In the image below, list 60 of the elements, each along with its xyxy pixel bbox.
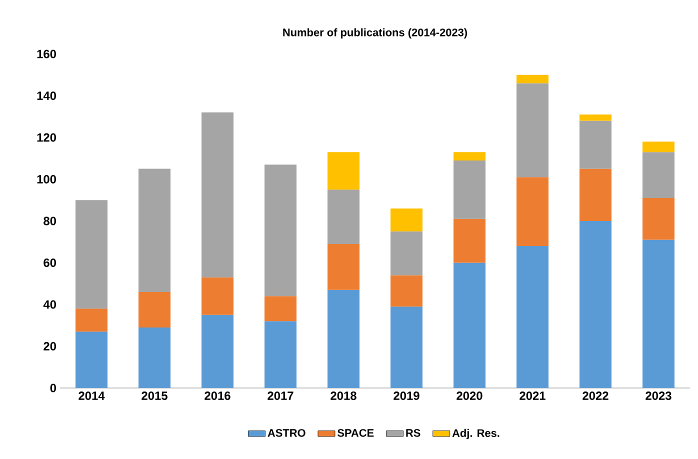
bar <box>76 200 108 309</box>
bar <box>642 152 675 198</box>
x-tick-label: 2018 <box>330 392 356 400</box>
legend-label: SPACE <box>337 429 374 437</box>
legend-label: ASTRO <box>268 429 306 437</box>
bar <box>202 112 234 278</box>
bar <box>580 220 612 388</box>
bar <box>390 208 423 232</box>
bar <box>390 275 423 307</box>
y-tick-label: 80 <box>44 216 56 226</box>
bar <box>390 306 423 388</box>
bar <box>328 244 360 290</box>
x-tick-label: 2019 <box>394 392 420 400</box>
bar <box>202 277 234 315</box>
x-tick-label: 2022 <box>582 392 608 400</box>
bar <box>580 120 612 169</box>
bar <box>454 218 486 263</box>
legend-label: RS <box>406 429 420 437</box>
bar <box>516 246 549 388</box>
bar <box>138 327 171 388</box>
y-tick-label: 140 <box>37 92 56 100</box>
y-tick-label: 40 <box>43 300 56 309</box>
x-tick-label: 2015 <box>142 392 168 400</box>
bar <box>328 152 360 190</box>
bar <box>76 308 108 332</box>
bar <box>642 142 675 152</box>
bar <box>580 168 612 221</box>
x-tick-label: 2014 <box>78 392 105 400</box>
y-tick-label: 120 <box>37 133 56 142</box>
bar <box>264 164 297 296</box>
x-tick-label: 2016 <box>204 392 230 400</box>
y-tick-label: 0 <box>50 384 56 392</box>
bar <box>264 321 297 388</box>
chart-title: Number of publications (2014-2023) <box>283 28 468 38</box>
x-tick-label: 2017 <box>268 392 294 400</box>
x-tick-label: 2021 <box>520 392 546 400</box>
bar <box>642 198 675 240</box>
bar <box>642 240 675 388</box>
bar <box>580 114 612 121</box>
bar <box>138 168 171 292</box>
bar <box>328 190 360 244</box>
bar <box>76 332 108 388</box>
legend-label: Adj. Res. <box>452 428 500 440</box>
bar <box>202 314 234 388</box>
bar <box>454 160 486 219</box>
y-tick-label: 100 <box>37 175 56 184</box>
bar <box>264 296 297 322</box>
x-tick-label: 2023 <box>646 392 672 400</box>
y-tick-label: 60 <box>44 258 56 267</box>
bar <box>390 231 423 276</box>
bar <box>516 74 549 84</box>
bar <box>454 152 486 160</box>
bar <box>138 292 171 328</box>
bar <box>516 83 549 178</box>
bar <box>454 262 486 388</box>
y-tick-label: 160 <box>37 50 56 58</box>
bar <box>328 290 360 388</box>
bar <box>516 177 549 246</box>
x-tick-label: 2020 <box>456 392 482 400</box>
y-tick-label: 20 <box>44 342 56 350</box>
